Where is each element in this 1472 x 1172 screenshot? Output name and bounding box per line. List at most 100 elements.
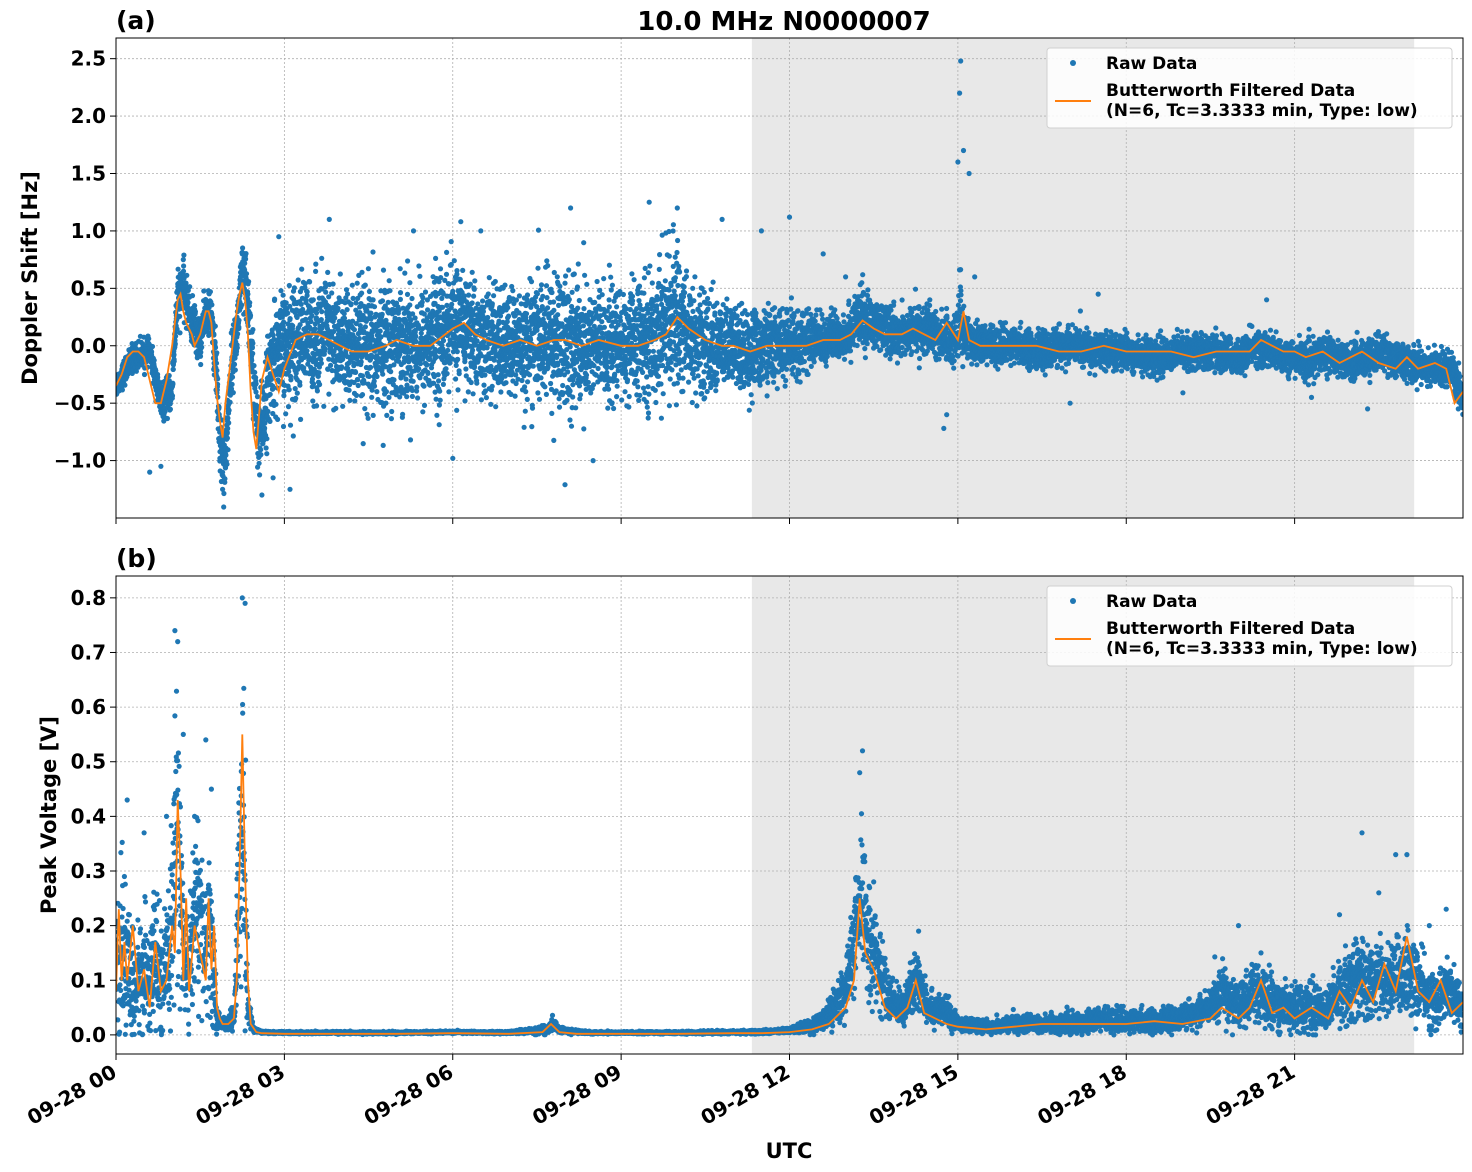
raw-data-point [669,367,675,373]
raw-data-point [570,394,576,400]
raw-data-point [286,282,292,289]
raw-data-point [362,406,368,412]
raw-data-point [245,291,251,297]
raw-data-point [455,387,461,393]
raw-data-point [172,341,178,347]
raw-data-point [532,299,538,305]
raw-data-point [251,363,257,369]
raw-data-point [224,435,230,441]
raw-data-point [605,405,611,411]
raw-data-point [265,408,271,415]
raw-data-point [701,289,707,295]
raw-data-point [555,312,561,318]
raw-data-point [454,407,460,413]
raw-data-point [444,371,450,377]
raw-data-point [527,372,533,378]
raw-data-point [264,436,270,442]
raw-data-point [249,357,255,363]
raw-data-point [538,282,545,288]
raw-data-point [280,423,287,430]
raw-data-point [683,274,690,280]
raw-data-point [601,324,608,330]
raw-data-point [339,364,345,370]
raw-data-point [571,271,577,277]
raw-data-point [713,388,719,394]
raw-data-point [141,371,148,378]
raw-data-point [535,265,541,271]
raw-data-point [458,219,464,225]
raw-data-point [679,298,686,304]
raw-data-point [469,269,475,275]
raw-data-point [226,420,232,426]
raw-data-point [235,331,241,337]
raw-data-point [420,409,426,415]
raw-data-point [574,284,581,290]
raw-data-point [224,430,230,436]
raw-data-point [705,295,711,302]
raw-data-point [604,364,610,370]
raw-data-point [608,287,614,293]
raw-data-point [356,335,362,342]
raw-data-point [250,350,256,357]
raw-data-point [434,412,440,418]
raw-data-point [278,288,284,294]
raw-data-point [486,275,492,281]
raw-data-point [330,281,336,287]
raw-data-point [212,339,218,346]
raw-data-point [290,433,296,439]
raw-data-point [640,385,647,391]
raw-data-point [534,291,541,297]
raw-data-point [492,278,498,285]
raw-data-point [358,359,364,365]
raw-data-point [440,338,447,344]
raw-data-point [409,295,415,302]
raw-data-point [294,390,300,396]
raw-data-point [705,306,711,312]
raw-data-point [491,357,497,363]
raw-data-point [641,275,648,281]
raw-data-point [397,290,404,296]
raw-data-point [524,396,530,402]
raw-data-point [403,376,409,382]
raw-data-point [645,270,651,276]
raw-data-point [557,283,563,289]
raw-data-point [650,348,657,354]
raw-data-point [362,324,368,330]
raw-data-point [270,410,276,417]
raw-data-point [317,381,323,388]
raw-data-point [318,360,324,366]
raw-data-point [422,289,429,295]
raw-data-point [556,396,562,402]
raw-data-point [201,288,207,294]
raw-data-point [380,371,386,377]
raw-data-point [257,472,263,478]
raw-data-point [329,290,335,296]
raw-data-point [243,271,250,277]
raw-data-point [250,340,256,346]
raw-data-point [167,406,173,412]
raw-data-point [242,260,248,266]
raw-data-point [523,389,529,395]
raw-data-point [704,315,710,321]
raw-data-point [568,423,575,429]
raw-data-point [468,379,474,386]
raw-data-point [652,387,658,393]
raw-data-point [599,319,605,325]
raw-data-point [250,327,256,333]
raw-data-point [227,399,233,405]
raw-data-point [670,222,677,228]
raw-data-point [437,266,444,272]
raw-data-point [623,371,629,377]
raw-data-point [606,304,612,310]
raw-data-point [384,412,390,418]
raw-data-point [489,383,495,389]
raw-data-point [564,397,570,403]
raw-data-point [609,400,615,406]
raw-data-point [642,265,648,271]
raw-data-point [349,282,355,288]
raw-data-point [355,377,361,383]
raw-data-point [321,403,327,409]
raw-data-point [567,417,573,423]
raw-data-point [332,315,338,321]
raw-data-point [710,279,716,285]
